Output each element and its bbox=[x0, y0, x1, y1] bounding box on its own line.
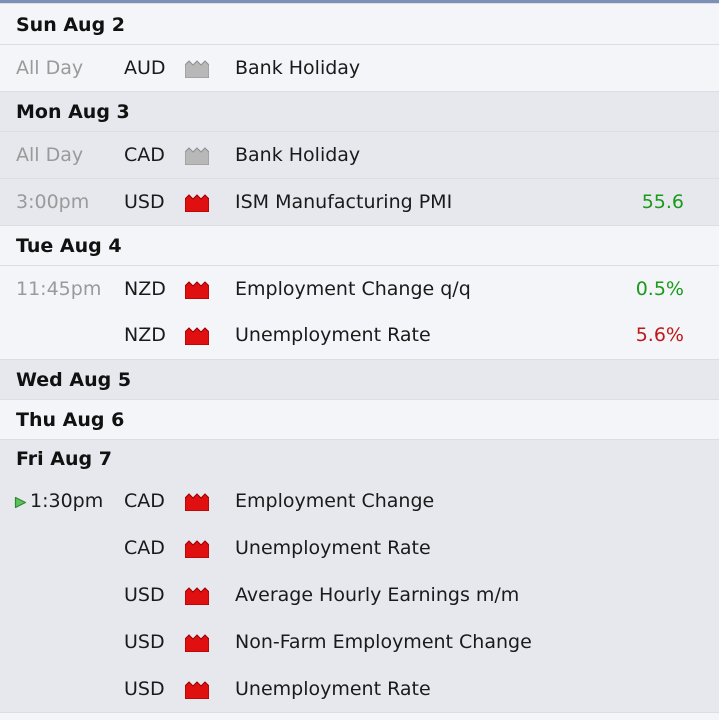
event-row[interactable]: 1:30pm CAD Employment Change bbox=[0, 478, 719, 525]
event-row[interactable]: CAD Unemployment Rate bbox=[0, 525, 719, 572]
day-label: Mon Aug 3 bbox=[16, 101, 130, 123]
play-arrow-icon bbox=[14, 496, 27, 509]
event-title[interactable]: Bank Holiday bbox=[235, 144, 361, 166]
day-header: Wed Aug 5 bbox=[0, 359, 719, 399]
impact-red-icon[interactable] bbox=[185, 540, 209, 558]
event-row[interactable]: USD Non-Farm Employment Change bbox=[0, 619, 719, 666]
event-title[interactable]: Employment Change bbox=[235, 490, 435, 512]
event-currency: CAD bbox=[124, 144, 165, 166]
event-currency: USD bbox=[124, 631, 165, 653]
event-title[interactable]: Average Hourly Earnings m/m bbox=[235, 584, 520, 606]
event-row[interactable]: All Day AUD Bank Holiday bbox=[0, 44, 719, 91]
event-row[interactable]: USD Average Hourly Earnings m/m bbox=[0, 572, 719, 619]
event-currency: USD bbox=[124, 678, 165, 700]
day-header: Mon Aug 3 bbox=[0, 91, 719, 131]
event-title[interactable]: Employment Change q/q bbox=[235, 278, 471, 300]
event-time: 11:45pm bbox=[16, 278, 102, 300]
day-header: Sun Aug 2 bbox=[0, 3, 719, 44]
event-currency: NZD bbox=[124, 278, 166, 300]
event-currency: CAD bbox=[124, 537, 165, 559]
event-currency: CAD bbox=[124, 490, 165, 512]
event-row[interactable]: All Day CAD Bank Holiday bbox=[0, 131, 719, 178]
impact-red-icon[interactable] bbox=[185, 587, 209, 605]
event-actual: 55.6 bbox=[641, 191, 684, 213]
event-time: All Day bbox=[16, 57, 84, 79]
day-header: Fri Aug 7 bbox=[0, 439, 719, 478]
day-label: Thu Aug 6 bbox=[16, 409, 125, 431]
event-row[interactable]: 11:45pm NZD Employment Change q/q 0.5% bbox=[0, 265, 719, 312]
impact-red-icon[interactable] bbox=[185, 493, 209, 511]
event-currency: AUD bbox=[124, 57, 166, 79]
impact-red-icon[interactable] bbox=[185, 634, 209, 652]
impact-red-icon[interactable] bbox=[185, 281, 209, 299]
event-actual: 5.6% bbox=[635, 324, 684, 346]
top-border bbox=[0, 0, 719, 3]
event-currency: USD bbox=[124, 584, 165, 606]
impact-gray-icon[interactable] bbox=[185, 60, 209, 78]
impact-red-icon[interactable] bbox=[185, 194, 209, 212]
event-time: All Day bbox=[16, 144, 84, 166]
impact-red-icon[interactable] bbox=[185, 681, 209, 699]
day-label: Tue Aug 4 bbox=[16, 235, 122, 257]
event-title[interactable]: Unemployment Rate bbox=[235, 324, 431, 346]
event-row[interactable]: NZD Unemployment Rate 5.6% bbox=[0, 312, 719, 359]
impact-red-icon[interactable] bbox=[185, 327, 209, 345]
day-header: Tue Aug 4 bbox=[0, 225, 719, 265]
event-title[interactable]: Bank Holiday bbox=[235, 57, 361, 79]
event-currency: NZD bbox=[124, 324, 166, 346]
list-footer bbox=[0, 712, 719, 720]
event-title[interactable]: Unemployment Rate bbox=[235, 537, 431, 559]
day-label: Fri Aug 7 bbox=[16, 448, 112, 470]
day-label: Sun Aug 2 bbox=[16, 14, 126, 36]
event-row[interactable]: 3:00pm USD ISM Manufacturing PMI 55.6 bbox=[0, 178, 719, 225]
event-title[interactable]: Unemployment Rate bbox=[235, 678, 431, 700]
day-header: Thu Aug 6 bbox=[0, 399, 719, 439]
event-title[interactable]: Non-Farm Employment Change bbox=[235, 631, 532, 653]
event-time: 3:00pm bbox=[16, 191, 90, 213]
impact-gray-icon[interactable] bbox=[185, 147, 209, 165]
event-title[interactable]: ISM Manufacturing PMI bbox=[235, 191, 453, 213]
event-currency: USD bbox=[124, 191, 165, 213]
day-label: Wed Aug 5 bbox=[16, 369, 132, 391]
event-row[interactable]: USD Unemployment Rate bbox=[0, 666, 719, 712]
event-time: 1:30pm bbox=[30, 490, 104, 512]
event-actual: 0.5% bbox=[635, 278, 684, 300]
